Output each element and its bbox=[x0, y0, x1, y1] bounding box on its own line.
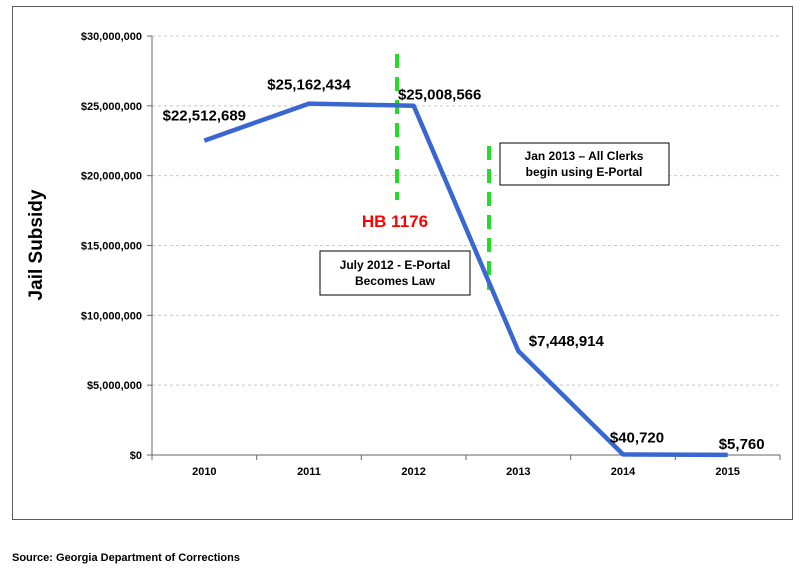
y-tick-label: $0 bbox=[130, 450, 142, 462]
source-note: Source: Georgia Department of Correction… bbox=[12, 552, 240, 564]
x-tick-label: 2014 bbox=[611, 466, 636, 478]
data-label: $7,448,914 bbox=[529, 333, 605, 350]
data-label: $22,512,689 bbox=[163, 108, 246, 125]
y-axis-label: Jail Subsidy bbox=[26, 189, 47, 300]
y-tick-label: $10,000,000 bbox=[81, 310, 142, 322]
annotation-jan-line2: begin using E-Portal bbox=[526, 165, 643, 179]
annotation-box-july-2012: July 2012 - E-Portal Becomes Law bbox=[319, 250, 471, 296]
y-tick-label: $30,000,000 bbox=[81, 31, 142, 43]
annotation-hb1176: HB 1176 bbox=[362, 212, 428, 231]
y-tick-label: $15,000,000 bbox=[81, 241, 142, 253]
x-tick-label: 2010 bbox=[192, 466, 216, 478]
x-tick-label: 2013 bbox=[506, 466, 530, 478]
x-tick-label: 2015 bbox=[715, 466, 739, 478]
series-line bbox=[203, 101, 728, 458]
y-tick-label: $5,000,000 bbox=[87, 380, 142, 392]
gridlines bbox=[152, 35, 780, 386]
data-label: $25,162,434 bbox=[267, 77, 351, 94]
annotation-july-line2: Becomes Law bbox=[355, 274, 436, 288]
data-label: $5,760 bbox=[719, 436, 765, 453]
data-label: $40,720 bbox=[610, 429, 664, 446]
x-axis-ticks: 2010 2011 2012 2013 2014 2015 bbox=[151, 455, 781, 478]
annotation-july-line1: July 2012 - E-Portal bbox=[340, 258, 451, 272]
x-tick-label: 2011 bbox=[297, 466, 321, 478]
data-labels: $22,512,689 $25,162,434 $25,008,566 $7,448,… bbox=[163, 77, 765, 453]
event-markers bbox=[395, 54, 491, 290]
x-tick-label: 2012 bbox=[401, 466, 425, 478]
data-label: $25,008,566 bbox=[398, 87, 481, 104]
y-tick-label: $20,000,000 bbox=[81, 171, 142, 183]
y-axis-ticks: $0 $5,000,000 $10,000,000 $15,000,000 $20,00… bbox=[81, 31, 152, 462]
y-tick-label: $25,000,000 bbox=[81, 101, 142, 113]
annotation-jan-line1: Jan 2013 – All Clerks bbox=[525, 149, 644, 163]
annotation-box-jan-2013: Jan 2013 – All Clerks begin using E-Port… bbox=[499, 142, 670, 186]
